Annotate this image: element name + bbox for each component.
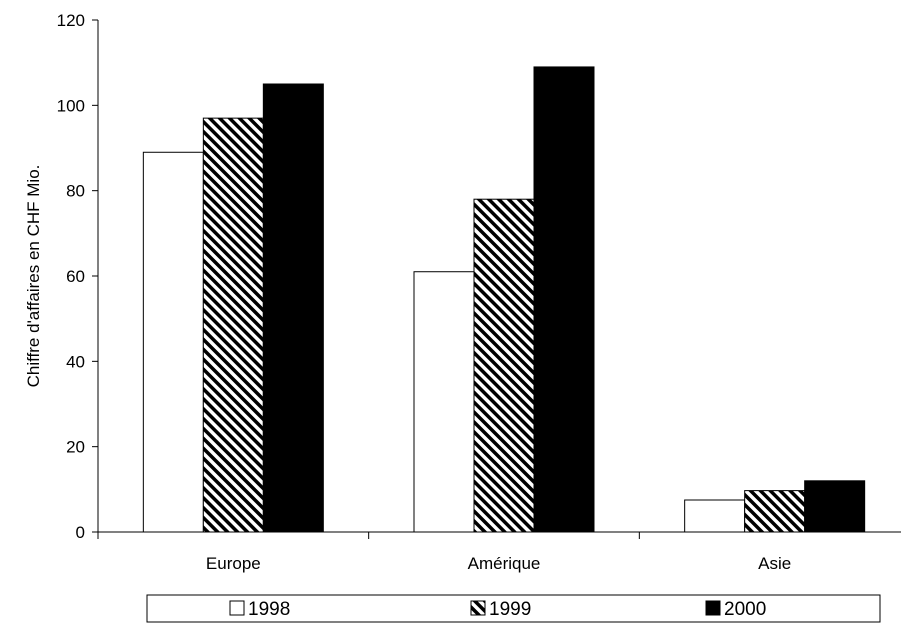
legend-label-1999: 1999 [489,599,531,620]
bar-2000-0 [262,83,324,533]
bar-1998-0 [142,151,204,533]
bar-1999-2 [744,490,806,533]
legend-box [146,594,881,623]
bars [142,66,866,533]
y-tick-label: 0 [76,523,85,542]
legend-label-2000: 2000 [724,599,766,620]
y-tick-label: 40 [66,352,85,371]
legend-swatch-1998 [229,600,245,616]
y-axis: 0 20 40 60 80 100 120 [57,11,99,542]
bar-1999-1 [473,198,535,533]
y-axis-title: Chiffre d'affaires en CHF Mio. [24,165,43,388]
legend-label-1998: 1998 [248,599,290,620]
y-tick-label: 120 [57,11,85,30]
category-labels: Europe Amérique Asie [206,554,791,573]
bar-2000-1 [533,66,595,533]
legend-swatch-2000 [705,600,721,616]
y-tick-label: 60 [66,267,85,286]
y-tick-label: 100 [57,96,85,115]
bar-1998-1 [413,271,475,533]
legend: 1998 1999 2000 [146,594,881,623]
category-label: Europe [206,554,261,573]
bar-2000-2 [804,480,866,533]
category-label: Asie [758,554,791,573]
category-label: Amérique [468,554,541,573]
bar-1999-0 [202,117,264,533]
bar-1998-2 [684,499,746,533]
y-tick-label: 80 [66,182,85,201]
legend-swatch-1999 [470,600,486,616]
y-tick-label: 20 [66,438,85,457]
x-axis [97,531,901,539]
